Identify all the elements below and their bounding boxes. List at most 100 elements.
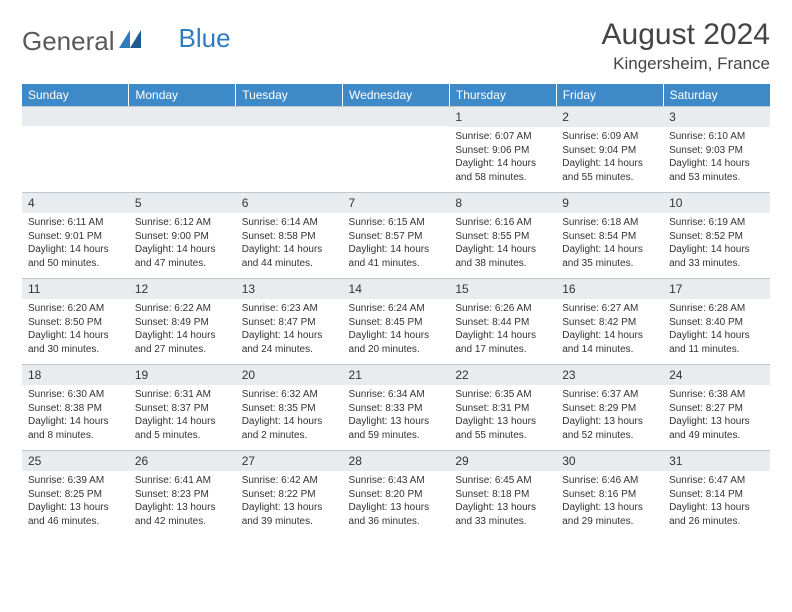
weekday-header: Monday xyxy=(129,84,236,106)
day-details: Sunrise: 6:26 AMSunset: 8:44 PMDaylight:… xyxy=(449,299,556,362)
day-number: 22 xyxy=(449,364,556,385)
weekday-header: Tuesday xyxy=(236,84,343,106)
calendar-cell: 29Sunrise: 6:45 AMSunset: 8:18 PMDayligh… xyxy=(449,450,556,536)
weekday-header: Sunday xyxy=(22,84,129,106)
day-number: 20 xyxy=(236,364,343,385)
day-number: 29 xyxy=(449,450,556,471)
location: Kingersheim, France xyxy=(602,54,770,74)
calendar-cell: 28Sunrise: 6:43 AMSunset: 8:20 PMDayligh… xyxy=(343,450,450,536)
logo: General Blue xyxy=(22,26,231,57)
day-details: Sunrise: 6:16 AMSunset: 8:55 PMDaylight:… xyxy=(449,213,556,276)
calendar-cell: 11Sunrise: 6:20 AMSunset: 8:50 PMDayligh… xyxy=(22,278,129,364)
day-details: Sunrise: 6:27 AMSunset: 8:42 PMDaylight:… xyxy=(556,299,663,362)
calendar-cell: 27Sunrise: 6:42 AMSunset: 8:22 PMDayligh… xyxy=(236,450,343,536)
day-details: Sunrise: 6:14 AMSunset: 8:58 PMDaylight:… xyxy=(236,213,343,276)
calendar-cell: 3Sunrise: 6:10 AMSunset: 9:03 PMDaylight… xyxy=(663,106,770,192)
day-details: Sunrise: 6:43 AMSunset: 8:20 PMDaylight:… xyxy=(343,471,450,534)
day-number: 11 xyxy=(22,278,129,299)
day-number: 9 xyxy=(556,192,663,213)
empty-daynum xyxy=(236,106,343,126)
calendar-table: SundayMondayTuesdayWednesdayThursdayFrid… xyxy=(22,84,770,536)
day-number: 6 xyxy=(236,192,343,213)
empty-daynum xyxy=(22,106,129,126)
calendar-cell: 8Sunrise: 6:16 AMSunset: 8:55 PMDaylight… xyxy=(449,192,556,278)
calendar-row: 4Sunrise: 6:11 AMSunset: 9:01 PMDaylight… xyxy=(22,192,770,278)
day-details: Sunrise: 6:28 AMSunset: 8:40 PMDaylight:… xyxy=(663,299,770,362)
calendar-cell: 15Sunrise: 6:26 AMSunset: 8:44 PMDayligh… xyxy=(449,278,556,364)
day-number: 12 xyxy=(129,278,236,299)
day-number: 13 xyxy=(236,278,343,299)
calendar-cell xyxy=(343,106,450,192)
day-number: 17 xyxy=(663,278,770,299)
day-details: Sunrise: 6:42 AMSunset: 8:22 PMDaylight:… xyxy=(236,471,343,534)
weekday-header: Wednesday xyxy=(343,84,450,106)
day-number: 28 xyxy=(343,450,450,471)
day-details: Sunrise: 6:34 AMSunset: 8:33 PMDaylight:… xyxy=(343,385,450,448)
day-details: Sunrise: 6:24 AMSunset: 8:45 PMDaylight:… xyxy=(343,299,450,362)
day-number: 24 xyxy=(663,364,770,385)
weekday-header: Thursday xyxy=(449,84,556,106)
day-details: Sunrise: 6:37 AMSunset: 8:29 PMDaylight:… xyxy=(556,385,663,448)
day-number: 16 xyxy=(556,278,663,299)
day-number: 15 xyxy=(449,278,556,299)
calendar-cell: 31Sunrise: 6:47 AMSunset: 8:14 PMDayligh… xyxy=(663,450,770,536)
day-details: Sunrise: 6:15 AMSunset: 8:57 PMDaylight:… xyxy=(343,213,450,276)
day-number: 30 xyxy=(556,450,663,471)
day-number: 3 xyxy=(663,106,770,127)
day-details: Sunrise: 6:35 AMSunset: 8:31 PMDaylight:… xyxy=(449,385,556,448)
day-number: 4 xyxy=(22,192,129,213)
day-details: Sunrise: 6:47 AMSunset: 8:14 PMDaylight:… xyxy=(663,471,770,534)
day-number: 21 xyxy=(343,364,450,385)
day-number: 26 xyxy=(129,450,236,471)
day-details: Sunrise: 6:41 AMSunset: 8:23 PMDaylight:… xyxy=(129,471,236,534)
empty-daynum xyxy=(129,106,236,126)
day-number: 5 xyxy=(129,192,236,213)
calendar-cell: 21Sunrise: 6:34 AMSunset: 8:33 PMDayligh… xyxy=(343,364,450,450)
calendar-cell: 23Sunrise: 6:37 AMSunset: 8:29 PMDayligh… xyxy=(556,364,663,450)
day-number: 1 xyxy=(449,106,556,127)
day-details: Sunrise: 6:20 AMSunset: 8:50 PMDaylight:… xyxy=(22,299,129,362)
calendar-cell: 4Sunrise: 6:11 AMSunset: 9:01 PMDaylight… xyxy=(22,192,129,278)
day-number: 23 xyxy=(556,364,663,385)
day-details: Sunrise: 6:11 AMSunset: 9:01 PMDaylight:… xyxy=(22,213,129,276)
day-details: Sunrise: 6:12 AMSunset: 9:00 PMDaylight:… xyxy=(129,213,236,276)
calendar-cell: 2Sunrise: 6:09 AMSunset: 9:04 PMDaylight… xyxy=(556,106,663,192)
day-number: 25 xyxy=(22,450,129,471)
calendar-cell: 12Sunrise: 6:22 AMSunset: 8:49 PMDayligh… xyxy=(129,278,236,364)
calendar-cell: 6Sunrise: 6:14 AMSunset: 8:58 PMDaylight… xyxy=(236,192,343,278)
calendar-cell: 13Sunrise: 6:23 AMSunset: 8:47 PMDayligh… xyxy=(236,278,343,364)
day-number: 7 xyxy=(343,192,450,213)
title-block: August 2024 Kingersheim, France xyxy=(602,18,770,74)
day-number: 2 xyxy=(556,106,663,127)
calendar-cell: 25Sunrise: 6:39 AMSunset: 8:25 PMDayligh… xyxy=(22,450,129,536)
calendar-cell: 16Sunrise: 6:27 AMSunset: 8:42 PMDayligh… xyxy=(556,278,663,364)
day-number: 14 xyxy=(343,278,450,299)
weekday-header-row: SundayMondayTuesdayWednesdayThursdayFrid… xyxy=(22,84,770,106)
calendar-cell: 9Sunrise: 6:18 AMSunset: 8:54 PMDaylight… xyxy=(556,192,663,278)
day-details: Sunrise: 6:19 AMSunset: 8:52 PMDaylight:… xyxy=(663,213,770,276)
logo-triangle-icon xyxy=(119,30,141,53)
calendar-row: 18Sunrise: 6:30 AMSunset: 8:38 PMDayligh… xyxy=(22,364,770,450)
logo-text-general: General xyxy=(22,26,115,57)
calendar-cell xyxy=(129,106,236,192)
day-details: Sunrise: 6:09 AMSunset: 9:04 PMDaylight:… xyxy=(556,127,663,190)
calendar-row: 25Sunrise: 6:39 AMSunset: 8:25 PMDayligh… xyxy=(22,450,770,536)
calendar-cell: 17Sunrise: 6:28 AMSunset: 8:40 PMDayligh… xyxy=(663,278,770,364)
day-details: Sunrise: 6:31 AMSunset: 8:37 PMDaylight:… xyxy=(129,385,236,448)
month-title: August 2024 xyxy=(602,18,770,52)
calendar-cell: 24Sunrise: 6:38 AMSunset: 8:27 PMDayligh… xyxy=(663,364,770,450)
day-details: Sunrise: 6:38 AMSunset: 8:27 PMDaylight:… xyxy=(663,385,770,448)
calendar-cell: 30Sunrise: 6:46 AMSunset: 8:16 PMDayligh… xyxy=(556,450,663,536)
calendar-cell: 14Sunrise: 6:24 AMSunset: 8:45 PMDayligh… xyxy=(343,278,450,364)
calendar-cell xyxy=(22,106,129,192)
day-details: Sunrise: 6:46 AMSunset: 8:16 PMDaylight:… xyxy=(556,471,663,534)
day-details: Sunrise: 6:30 AMSunset: 8:38 PMDaylight:… xyxy=(22,385,129,448)
day-details: Sunrise: 6:18 AMSunset: 8:54 PMDaylight:… xyxy=(556,213,663,276)
weekday-header: Friday xyxy=(556,84,663,106)
logo-text-blue: Blue xyxy=(179,23,231,54)
calendar-cell: 7Sunrise: 6:15 AMSunset: 8:57 PMDaylight… xyxy=(343,192,450,278)
calendar-cell: 26Sunrise: 6:41 AMSunset: 8:23 PMDayligh… xyxy=(129,450,236,536)
day-number: 19 xyxy=(129,364,236,385)
calendar-row: 1Sunrise: 6:07 AMSunset: 9:06 PMDaylight… xyxy=(22,106,770,192)
day-number: 18 xyxy=(22,364,129,385)
